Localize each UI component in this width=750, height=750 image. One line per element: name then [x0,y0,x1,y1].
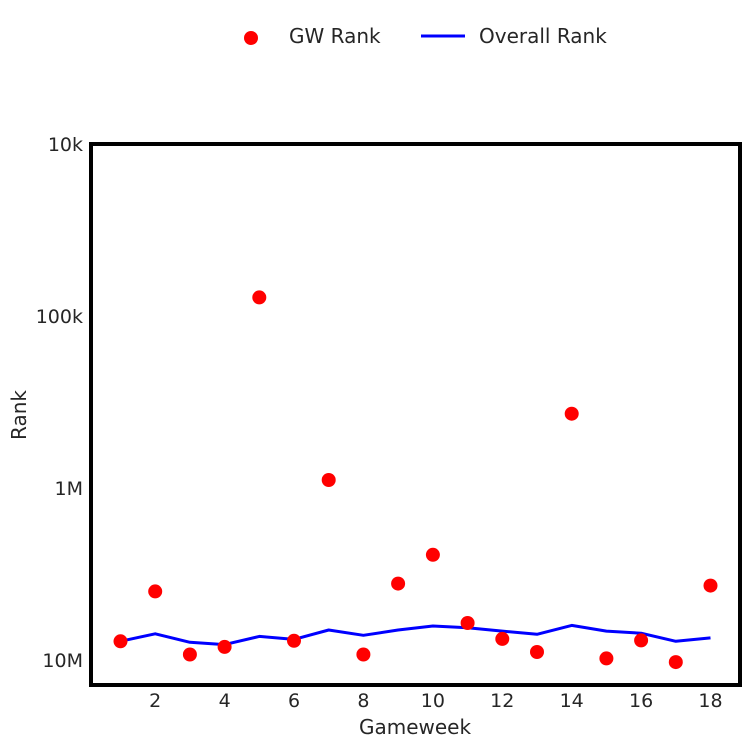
gw-rank-point [530,645,544,659]
x-tick-label: 2 [149,690,161,712]
x-tick-label: 18 [698,690,722,712]
gw-rank-point [495,631,510,646]
gw-rank-point [113,634,128,649]
gw-rank-point [252,290,267,305]
gw-rank-point [668,655,683,670]
gw-rank-point [356,647,371,662]
gw-rank-point [703,578,718,593]
x-tick-label: 6 [288,690,300,712]
y-axis-label: Rank [7,390,31,440]
gw-rank-point [391,576,406,591]
x-tick-label: 8 [357,690,369,712]
plot-area [113,290,718,670]
plot-frame [89,142,742,687]
gw-rank-point [425,547,440,562]
x-tick-label: 10 [421,690,445,712]
legend-gw-rank-label: GW Rank [289,24,381,48]
x-tick-label: 16 [629,690,653,712]
gw-rank-point [460,616,475,630]
x-axis-label: Gameweek [359,715,472,739]
x-tick-label: 4 [219,690,231,712]
x-tick-label: 14 [560,690,584,712]
gw-rank-point [148,584,163,599]
gw-rank-point [599,651,614,666]
legend: GW Rank Overall Rank [244,24,607,48]
gw-rank-point [182,647,197,662]
gw-rank-point [217,639,232,654]
y-tick-label: 10M [42,650,83,672]
y-tick-label: 10k [48,134,83,156]
gw-rank-point [564,406,579,421]
y-tick-label: 100k [36,306,83,328]
gw-rank-point [321,473,336,487]
gw-rank-point [287,633,301,648]
overall-rank-line [120,623,711,647]
gw-rank-point [634,633,649,648]
x-tick-label: 12 [490,690,514,712]
legend-gw-rank-marker [244,31,258,45]
y-tick-label: 1M [55,478,83,500]
legend-overall-rank-label: Overall Rank [479,24,607,48]
